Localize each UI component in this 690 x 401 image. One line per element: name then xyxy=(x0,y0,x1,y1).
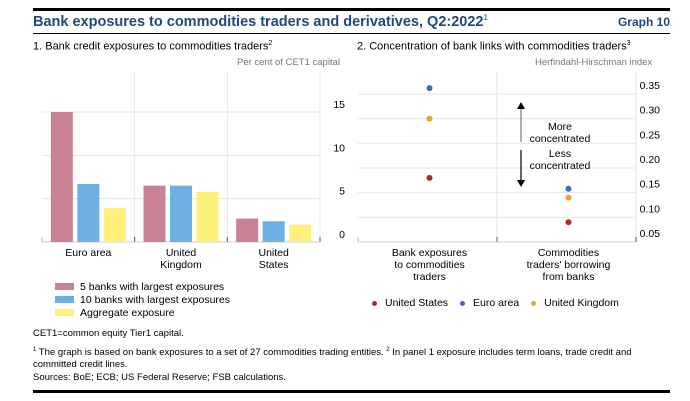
y-tick-label: 5 xyxy=(339,186,345,198)
panel2-unit-label: Herfindahl-Hirschman index xyxy=(535,57,653,68)
y-tick-label: 0 xyxy=(339,229,345,241)
bar xyxy=(196,191,219,242)
x-category-label: traders xyxy=(413,271,446,283)
legend-dot xyxy=(531,300,537,306)
x-category-label: United xyxy=(166,247,197,259)
sources-note: Sources: BoE; ECB; US Federal Reserve; F… xyxy=(33,372,286,383)
y-tick-label: 10 xyxy=(333,142,345,154)
annotation-less-concentrated: Less xyxy=(549,148,571,160)
title-rule xyxy=(33,33,670,34)
x-category-label: Commodities xyxy=(538,247,599,259)
annotation-less-concentrated: concentrated xyxy=(530,160,591,172)
bar xyxy=(289,224,312,242)
panel2-title: 2. Concentration of bank links with comm… xyxy=(357,40,631,53)
graph-title: Bank exposures to commodities traders an… xyxy=(33,13,488,30)
scatter-point xyxy=(565,194,572,201)
annotation-more-concentrated: concentrated xyxy=(530,133,591,145)
y-tick-label: 0.30 xyxy=(640,105,661,117)
bottom-rule xyxy=(33,390,670,393)
annotation-more-concentrated: More xyxy=(548,121,572,133)
legend-swatch xyxy=(55,309,74,316)
abbreviation-note: CET1=common equity Tier1 capital. xyxy=(33,328,184,339)
legend-label: United States xyxy=(385,297,449,309)
bar xyxy=(262,221,285,242)
graph-number: Graph 10 xyxy=(617,15,670,29)
panel1-title: 1. Bank credit exposures to commodities … xyxy=(33,40,273,53)
legend-label: Aggregate exposure xyxy=(80,306,175,319)
top-rule xyxy=(33,8,670,11)
up-arrow-icon xyxy=(517,102,525,109)
scatter-point xyxy=(426,174,433,181)
legend-item: United Kingdom xyxy=(531,297,619,309)
bar xyxy=(236,218,259,242)
bar xyxy=(77,183,100,242)
legend-item: Euro area xyxy=(460,297,519,309)
y-tick-label: 0.25 xyxy=(640,129,661,141)
legend-item: 5 banks with largest exposures xyxy=(55,280,230,293)
x-category-label: from banks xyxy=(543,271,595,283)
footnotes: 1 The graph is based on bank exposures t… xyxy=(33,347,632,371)
panel1-legend: 5 banks with largest exposures 10 banks … xyxy=(55,280,230,319)
y-tick-label: 0.10 xyxy=(640,203,661,215)
legend-dot xyxy=(372,300,377,306)
legend-swatch xyxy=(55,296,74,303)
y-tick-label: 15 xyxy=(333,99,345,111)
legend-item: United States xyxy=(372,297,448,309)
panel2-legend: United States Euro area United Kingdom xyxy=(372,297,631,309)
x-category-label: Kingdom xyxy=(160,259,202,271)
x-category-label: Euro area xyxy=(65,247,111,259)
y-tick-label: 0.20 xyxy=(640,154,661,166)
scatter-point xyxy=(565,185,572,192)
y-tick-label: 0.35 xyxy=(640,80,661,92)
y-tick-label: 0.05 xyxy=(640,228,661,240)
x-category-label: to commodities xyxy=(394,259,465,271)
legend-label: United Kingdom xyxy=(544,297,619,309)
bar xyxy=(170,185,192,242)
x-category-label: traders' borrowing xyxy=(527,259,611,271)
legend-dot xyxy=(460,300,466,306)
scatter-point xyxy=(426,115,433,122)
x-category-label: United xyxy=(258,247,289,259)
legend-item: 10 banks with largest exposures xyxy=(55,293,230,306)
x-category-label: Bank exposures xyxy=(392,247,467,259)
bar xyxy=(103,208,126,242)
legend-label: 10 banks with largest exposures xyxy=(80,293,230,306)
bar xyxy=(143,185,166,242)
scatter-point xyxy=(565,219,572,226)
bar xyxy=(50,112,73,242)
panel1-unit-label: Per cent of CET1 capital xyxy=(237,57,340,68)
y-tick-label: 0.15 xyxy=(640,179,661,191)
legend-item: Aggregate exposure xyxy=(55,306,230,319)
down-arrow-icon xyxy=(517,180,525,187)
legend-label: Euro area xyxy=(473,297,520,309)
legend-label: 5 banks with largest exposures xyxy=(80,280,225,293)
x-category-label: States xyxy=(259,259,289,271)
legend-swatch xyxy=(55,283,74,290)
scatter-point xyxy=(426,85,433,92)
